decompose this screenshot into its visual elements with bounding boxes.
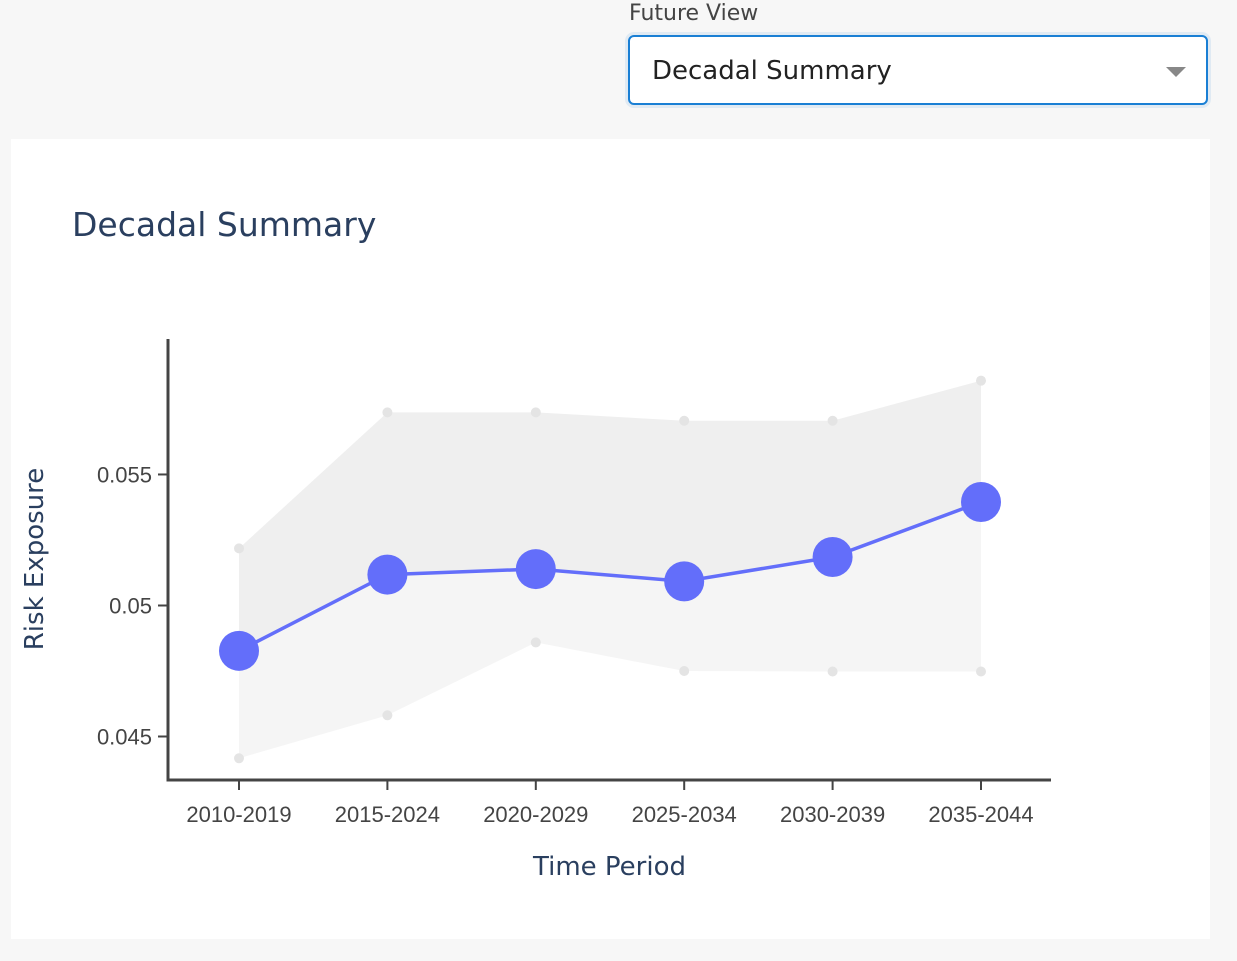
lower-band-area [239, 501, 981, 759]
upper-bound-point [530, 407, 541, 418]
upper-bound-point [827, 415, 838, 426]
x-tick-label: 2020-2029 [483, 802, 588, 827]
line-chart: 0.045 0.05 0.055 2010-2019 2015-2024 2020-202… [20, 339, 1051, 882]
series-line [238, 500, 982, 653]
lower-bound-point [827, 666, 838, 677]
future-view-selected-value: Decadal Summary [652, 56, 892, 86]
confidence-band [234, 375, 986, 764]
lower-bound-point [679, 665, 690, 676]
upper-bound-point [382, 407, 393, 418]
series [219, 481, 1001, 671]
lower-bound-point [382, 710, 393, 721]
x-tick-label: 2030-2039 [780, 802, 885, 827]
x-axis-title: Time Period [532, 852, 686, 882]
y-axis-title: Risk Exposure [20, 468, 50, 651]
upper-bound-point [976, 375, 986, 386]
series-point [812, 537, 853, 578]
series-point [219, 630, 259, 671]
x-tick-label: 2010-2019 [186, 802, 291, 827]
lower-bound-point [530, 637, 541, 648]
future-view-label: Future View [629, 1, 759, 26]
upper-bound-point [679, 415, 690, 426]
y-tick-label: 0.05 [109, 593, 152, 618]
series-point [515, 549, 556, 590]
lower-bound-point [234, 753, 244, 764]
axes: 0.045 0.05 0.055 2010-2019 2015-2024 2020-202… [97, 339, 1051, 827]
future-view-select[interactable]: Decadal Summary [628, 35, 1208, 105]
upper-bound-point [234, 543, 244, 554]
lower-bound-point [976, 666, 986, 677]
chevron-down-icon[interactable] [1166, 67, 1186, 77]
chart-title: Decadal Summary [72, 205, 377, 244]
series-point [961, 481, 1001, 522]
upper-band-area [239, 380, 981, 651]
series-point [367, 554, 408, 595]
series-point [664, 561, 705, 602]
y-tick-label: 0.045 [97, 725, 152, 750]
y-tick-label: 0.055 [97, 462, 152, 487]
x-tick-label: 2025-2034 [632, 802, 737, 827]
x-tick-label: 2035-2044 [928, 802, 1033, 827]
chart-panel: Decadal Summary 0.045 0.05 0.055 2010-2019 2… [11, 139, 1210, 939]
x-tick-label: 2015-2024 [335, 802, 440, 827]
